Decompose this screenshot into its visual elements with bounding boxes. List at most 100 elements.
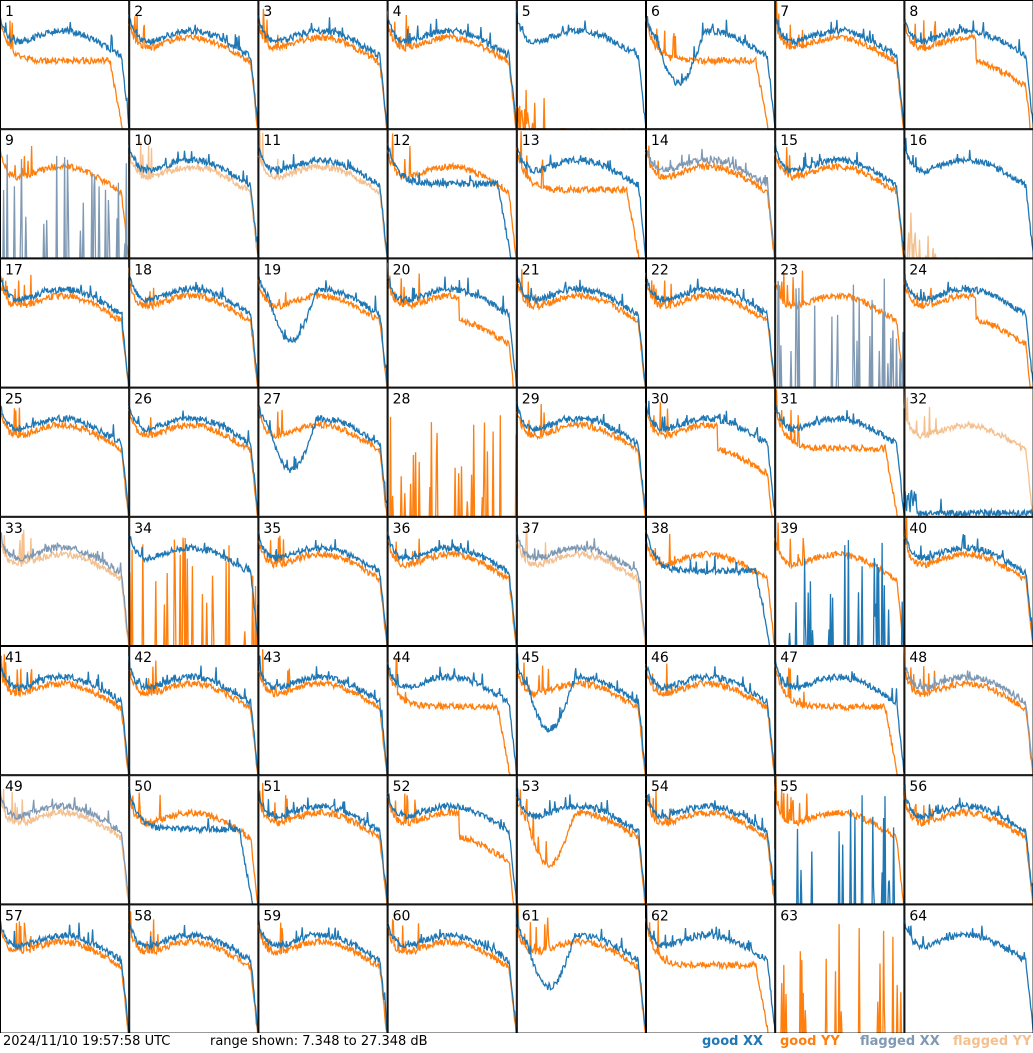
- panel-frame: [387, 129, 517, 259]
- panel-frame: [516, 516, 646, 646]
- panel-label: 12: [393, 133, 411, 149]
- panel-33: 33: [0, 516, 130, 647]
- series-yy-29: [516, 403, 646, 518]
- panel-4: 4: [386, 0, 518, 130]
- series-xx-50: [128, 786, 259, 906]
- legend-good-yy: good YY: [780, 1034, 840, 1049]
- panel-51: 51: [257, 775, 389, 906]
- series-xx-34: [128, 536, 260, 647]
- panel-1: 1: [0, 0, 130, 130]
- series-yy-18: [128, 267, 259, 389]
- panel-label: 13: [522, 133, 540, 149]
- panel-59: 59: [257, 904, 389, 1033]
- series-xx-35: [257, 530, 389, 647]
- panel-7: 7: [774, 0, 906, 130]
- panel-label: 46: [651, 650, 669, 666]
- panel-label: 58: [134, 908, 152, 924]
- series-yy-42: [128, 660, 259, 776]
- panel-42: 42: [128, 646, 260, 776]
- panel-label: 39: [780, 521, 798, 537]
- series-xx-41: [0, 663, 130, 776]
- series-xx-62: [645, 918, 776, 1033]
- series-xx-39: [775, 540, 905, 647]
- series-yy-14: [645, 145, 776, 260]
- series-yy-30: [645, 402, 776, 518]
- series-xx-2: [128, 14, 260, 130]
- series-xx-46: [645, 663, 776, 776]
- panel-frame: [387, 0, 517, 130]
- panel-18: 18: [128, 258, 260, 389]
- series-yy-49: [0, 788, 130, 905]
- panel-label: 57: [5, 908, 23, 924]
- panel-frame: [516, 129, 646, 259]
- panel-label: 18: [134, 262, 152, 278]
- series-yy-24: [903, 274, 1033, 389]
- panel-label: 32: [909, 392, 927, 408]
- panel-frame: [0, 0, 130, 130]
- panel-label: 25: [5, 392, 23, 408]
- panel-frame: [904, 129, 1033, 259]
- panel-20: 20: [386, 258, 518, 389]
- panel-frame: [0, 775, 130, 905]
- panel-34: 34: [128, 516, 260, 647]
- series-xx-44: [386, 662, 518, 776]
- panel-63: 63: [775, 904, 905, 1033]
- series-xx-38: [645, 529, 776, 647]
- panel-label: 62: [651, 908, 669, 924]
- panel-label: 5: [522, 4, 531, 20]
- panel-label: 56: [909, 779, 927, 795]
- panel-label: 37: [522, 521, 540, 537]
- panel-label: 52: [393, 779, 411, 795]
- panel-label: 54: [651, 779, 669, 795]
- panel-frame: [129, 129, 259, 259]
- panel-label: 14: [651, 133, 669, 149]
- series-xx-5: [516, 9, 647, 130]
- panel-49: 49: [0, 775, 130, 905]
- panel-frame: [516, 775, 646, 905]
- panel-12: 12: [386, 129, 518, 260]
- panel-frame: [258, 904, 388, 1033]
- series-xx-27: [257, 404, 389, 516]
- series-xx-26: [128, 405, 259, 516]
- panel-frame: [775, 129, 905, 259]
- panel-44: 44: [386, 646, 518, 776]
- panel-label: 64: [909, 908, 927, 924]
- panel-frame: [646, 646, 776, 776]
- series-xx-16: [903, 137, 1033, 259]
- series-yy-48: [903, 646, 1033, 776]
- panel-label: 36: [393, 521, 411, 537]
- panel-label: 16: [909, 133, 927, 149]
- series-yy-31: [774, 389, 905, 518]
- panel-label: 34: [134, 521, 152, 537]
- panel-35: 35: [257, 516, 389, 647]
- panel-frame: [129, 0, 259, 130]
- panel-frame: [516, 387, 646, 517]
- panel-frame: [258, 258, 388, 388]
- panel-47: 47: [774, 646, 906, 776]
- series-yy-40: [903, 517, 1033, 647]
- panel-label: 29: [522, 392, 540, 408]
- series-yy-37: [516, 529, 646, 647]
- series-yy-33: [0, 529, 130, 647]
- panel-label: 10: [134, 133, 152, 149]
- series-xx-60: [386, 922, 518, 1033]
- panel-26: 26: [128, 387, 259, 518]
- series-yy-25: [0, 407, 130, 518]
- panel-frame: [775, 0, 905, 130]
- panel-40: 40: [903, 516, 1033, 647]
- series-yy-41: [0, 654, 130, 776]
- panel-frame: [387, 387, 517, 517]
- panel-frame: [904, 775, 1033, 905]
- panel-41: 41: [0, 646, 130, 776]
- series-xx-47: [774, 661, 906, 774]
- panel-label: 50: [134, 779, 152, 795]
- panel-label: 43: [263, 650, 281, 666]
- panel-label: 42: [134, 650, 152, 666]
- series-yy-36: [387, 538, 517, 647]
- panel-6: 6: [645, 0, 776, 130]
- panel-label: 61: [522, 908, 540, 924]
- panel-label: 51: [263, 779, 281, 795]
- panel-frame: [904, 516, 1033, 646]
- series-yy-17: [0, 274, 130, 389]
- series-xx-4: [386, 16, 518, 130]
